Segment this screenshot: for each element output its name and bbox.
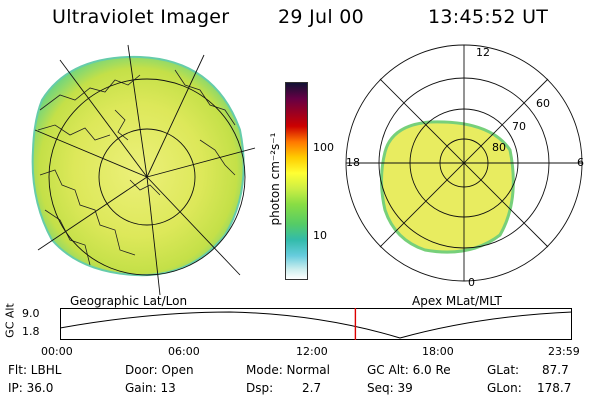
mlat-label-80: 80 [492, 141, 506, 154]
altitude-ytick-low: 1.8 [22, 325, 40, 338]
dsp-label: Dsp: [246, 381, 274, 395]
mlt-label-6: 6 [577, 156, 584, 169]
mode-label: Mode: Normal [246, 363, 330, 377]
geographic-panel-label: Geographic Lat/Lon [70, 294, 188, 308]
geographic-image [31, 44, 256, 296]
glat-label: GLat: [487, 363, 520, 377]
colorbar [285, 82, 308, 280]
gain-label: Gain: 13 [125, 381, 176, 395]
altitude-track [60, 308, 572, 340]
altitude-xtick-1800: 18:00 [422, 345, 454, 358]
app-title: Ultraviolet Imager [52, 6, 230, 28]
altitude-ytick-high: 9.0 [22, 307, 40, 320]
dsp-value: 2.7 [302, 381, 322, 395]
gc-alt-label: GC Alt: 6.0 Re [367, 363, 451, 377]
polar-panel-label: Apex MLat/MLT [412, 294, 502, 308]
door-label: Door: Open [125, 363, 194, 377]
time-label: 13:45:52 UT [428, 6, 549, 28]
altitude-ylabel: GC Alt [3, 303, 17, 338]
colorbar-tick-10: 10 [313, 229, 327, 242]
date-label: 29 Jul 00 [278, 6, 365, 28]
mlat-label-60: 60 [536, 97, 550, 110]
altitude-xtick-0000: 00:00 [41, 345, 73, 358]
glon-value: 178.7 [537, 381, 572, 395]
altitude-xtick-0600: 06:00 [168, 345, 200, 358]
altitude-ylabel-wrap: GC Alt [0, 300, 20, 344]
seq-label: Seq: 39 [367, 381, 413, 395]
mlt-label-0: 0 [468, 276, 475, 289]
ip-label: IP: 36.0 [8, 381, 54, 395]
colorbar-unit-label: photon cm⁻²s⁻¹ [268, 132, 282, 226]
mlt-label-18: 18 [346, 156, 360, 169]
glon-label: GLon: [487, 381, 522, 395]
mlat-label-70: 70 [512, 120, 526, 133]
altitude-xtick-2359: 23:59 [548, 345, 580, 358]
polar-plot [345, 44, 583, 282]
mlt-label-12: 12 [476, 46, 490, 59]
colorbar-tick-100: 100 [313, 141, 334, 154]
flt-label: Flt: LBHL [8, 363, 62, 377]
altitude-xtick-1200: 12:00 [296, 345, 328, 358]
glat-value: 87.7 [542, 363, 569, 377]
